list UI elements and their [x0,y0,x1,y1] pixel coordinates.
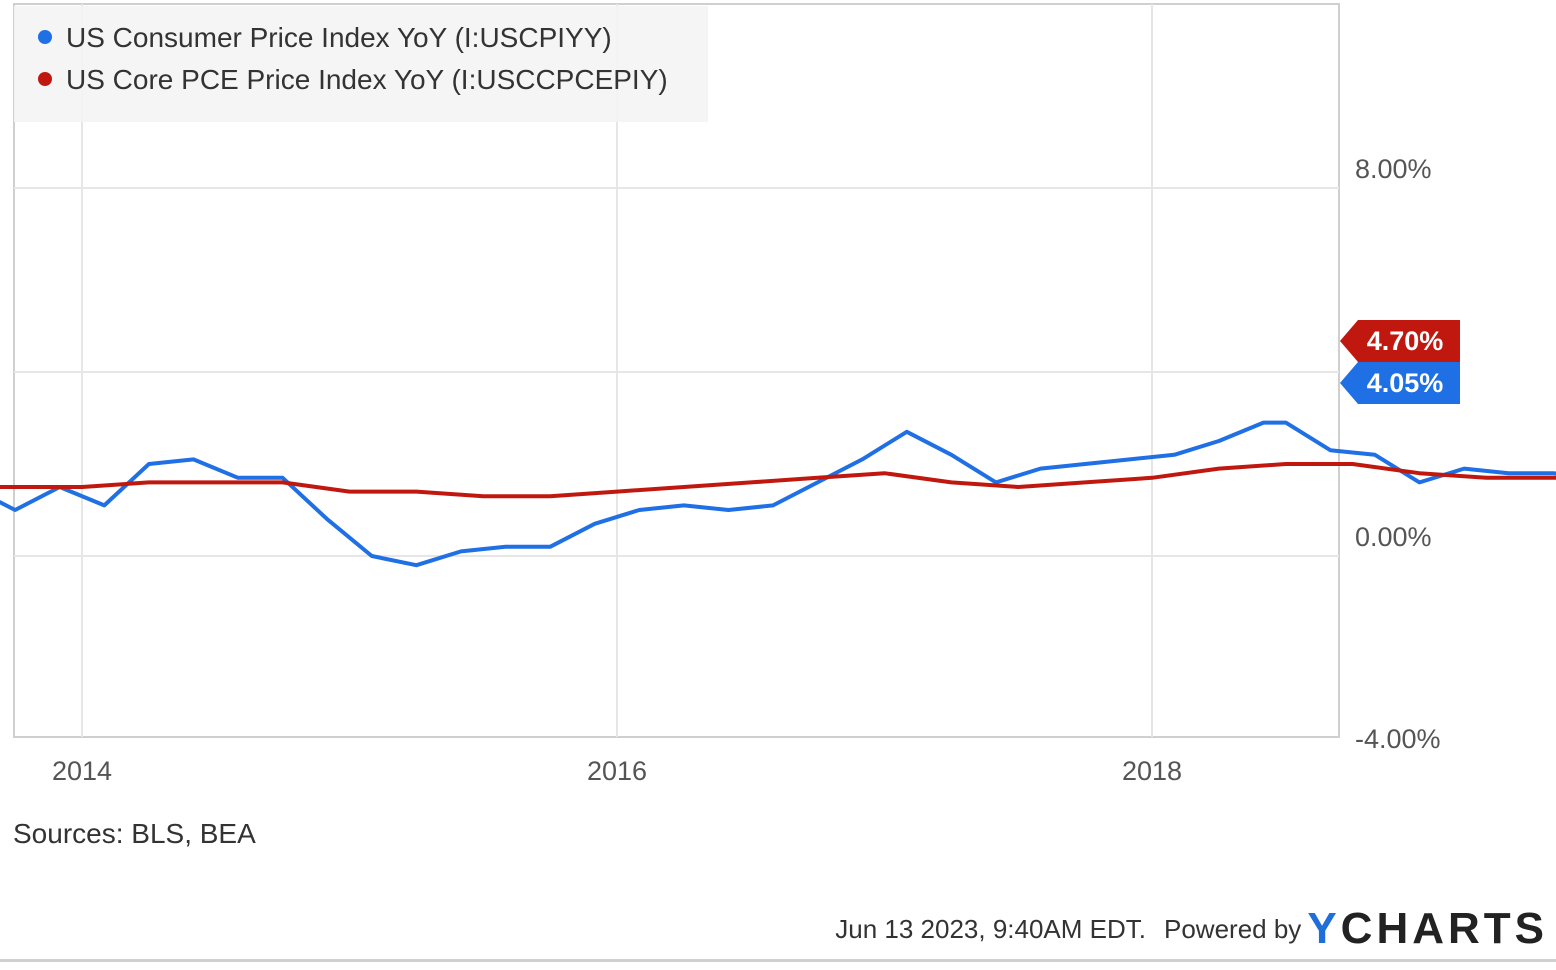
timestamp: Jun 13 2023, 9:40AM EDT. [835,913,1146,944]
ycharts-logo[interactable]: YCHARTS [1307,904,1548,954]
plot-area [13,3,1340,738]
legend-item-cpi[interactable]: US Consumer Price Index YoY (I:USCPIYY) [38,22,612,54]
x-tick-label: 2018 [1122,756,1182,786]
legend-label-cpi: US Consumer Price Index YoY (I:USCPIYY) [66,22,612,53]
last-value-badges: 4.70% 4.05% [1340,320,1460,404]
logo-rest: CHARTS [1340,904,1548,953]
last-value-badge-label: 4.05% [1367,368,1444,398]
y-tick-label: -4.00% [1355,724,1441,754]
series-line-0 [0,420,1556,568]
last-value-badge-label: 4.70% [1367,326,1444,356]
legend-dot-icon [38,29,52,44]
legend-dot-icon [38,71,52,86]
y-tick-label: 0.00% [1355,522,1432,552]
series-line-1 [0,462,1556,499]
series-lines [0,420,1556,568]
x-axis: 20142016201820202022 [52,756,1182,786]
last-value-badge-bg [1340,362,1460,404]
x-tick-label: 2014 [52,756,112,786]
logo-y: Y [1307,904,1341,953]
x-tick-label: 2016 [587,756,647,786]
bottom-divider [0,959,1556,962]
powered-by-label: Powered by [1164,913,1302,944]
sources-note: Sources: BLS, BEA [13,818,256,849]
footer: Jun 13 2023, 9:40AM EDT. Powered by YCHA… [835,904,1548,954]
y-tick-label: 8.00% [1355,154,1432,184]
grid [14,4,1339,737]
y-axis: 8.00% 0.00% -4.00% [1355,154,1441,754]
legend-item-pce[interactable]: US Core PCE Price Index YoY (I:USCCPCEPI… [38,64,668,96]
legend-label-pce: US Core PCE Price Index YoY (I:USCCPCEPI… [66,64,668,95]
legend: US Consumer Price Index YoY (I:USCPIYY) … [14,6,708,122]
last-value-badge-bg [1340,320,1460,362]
